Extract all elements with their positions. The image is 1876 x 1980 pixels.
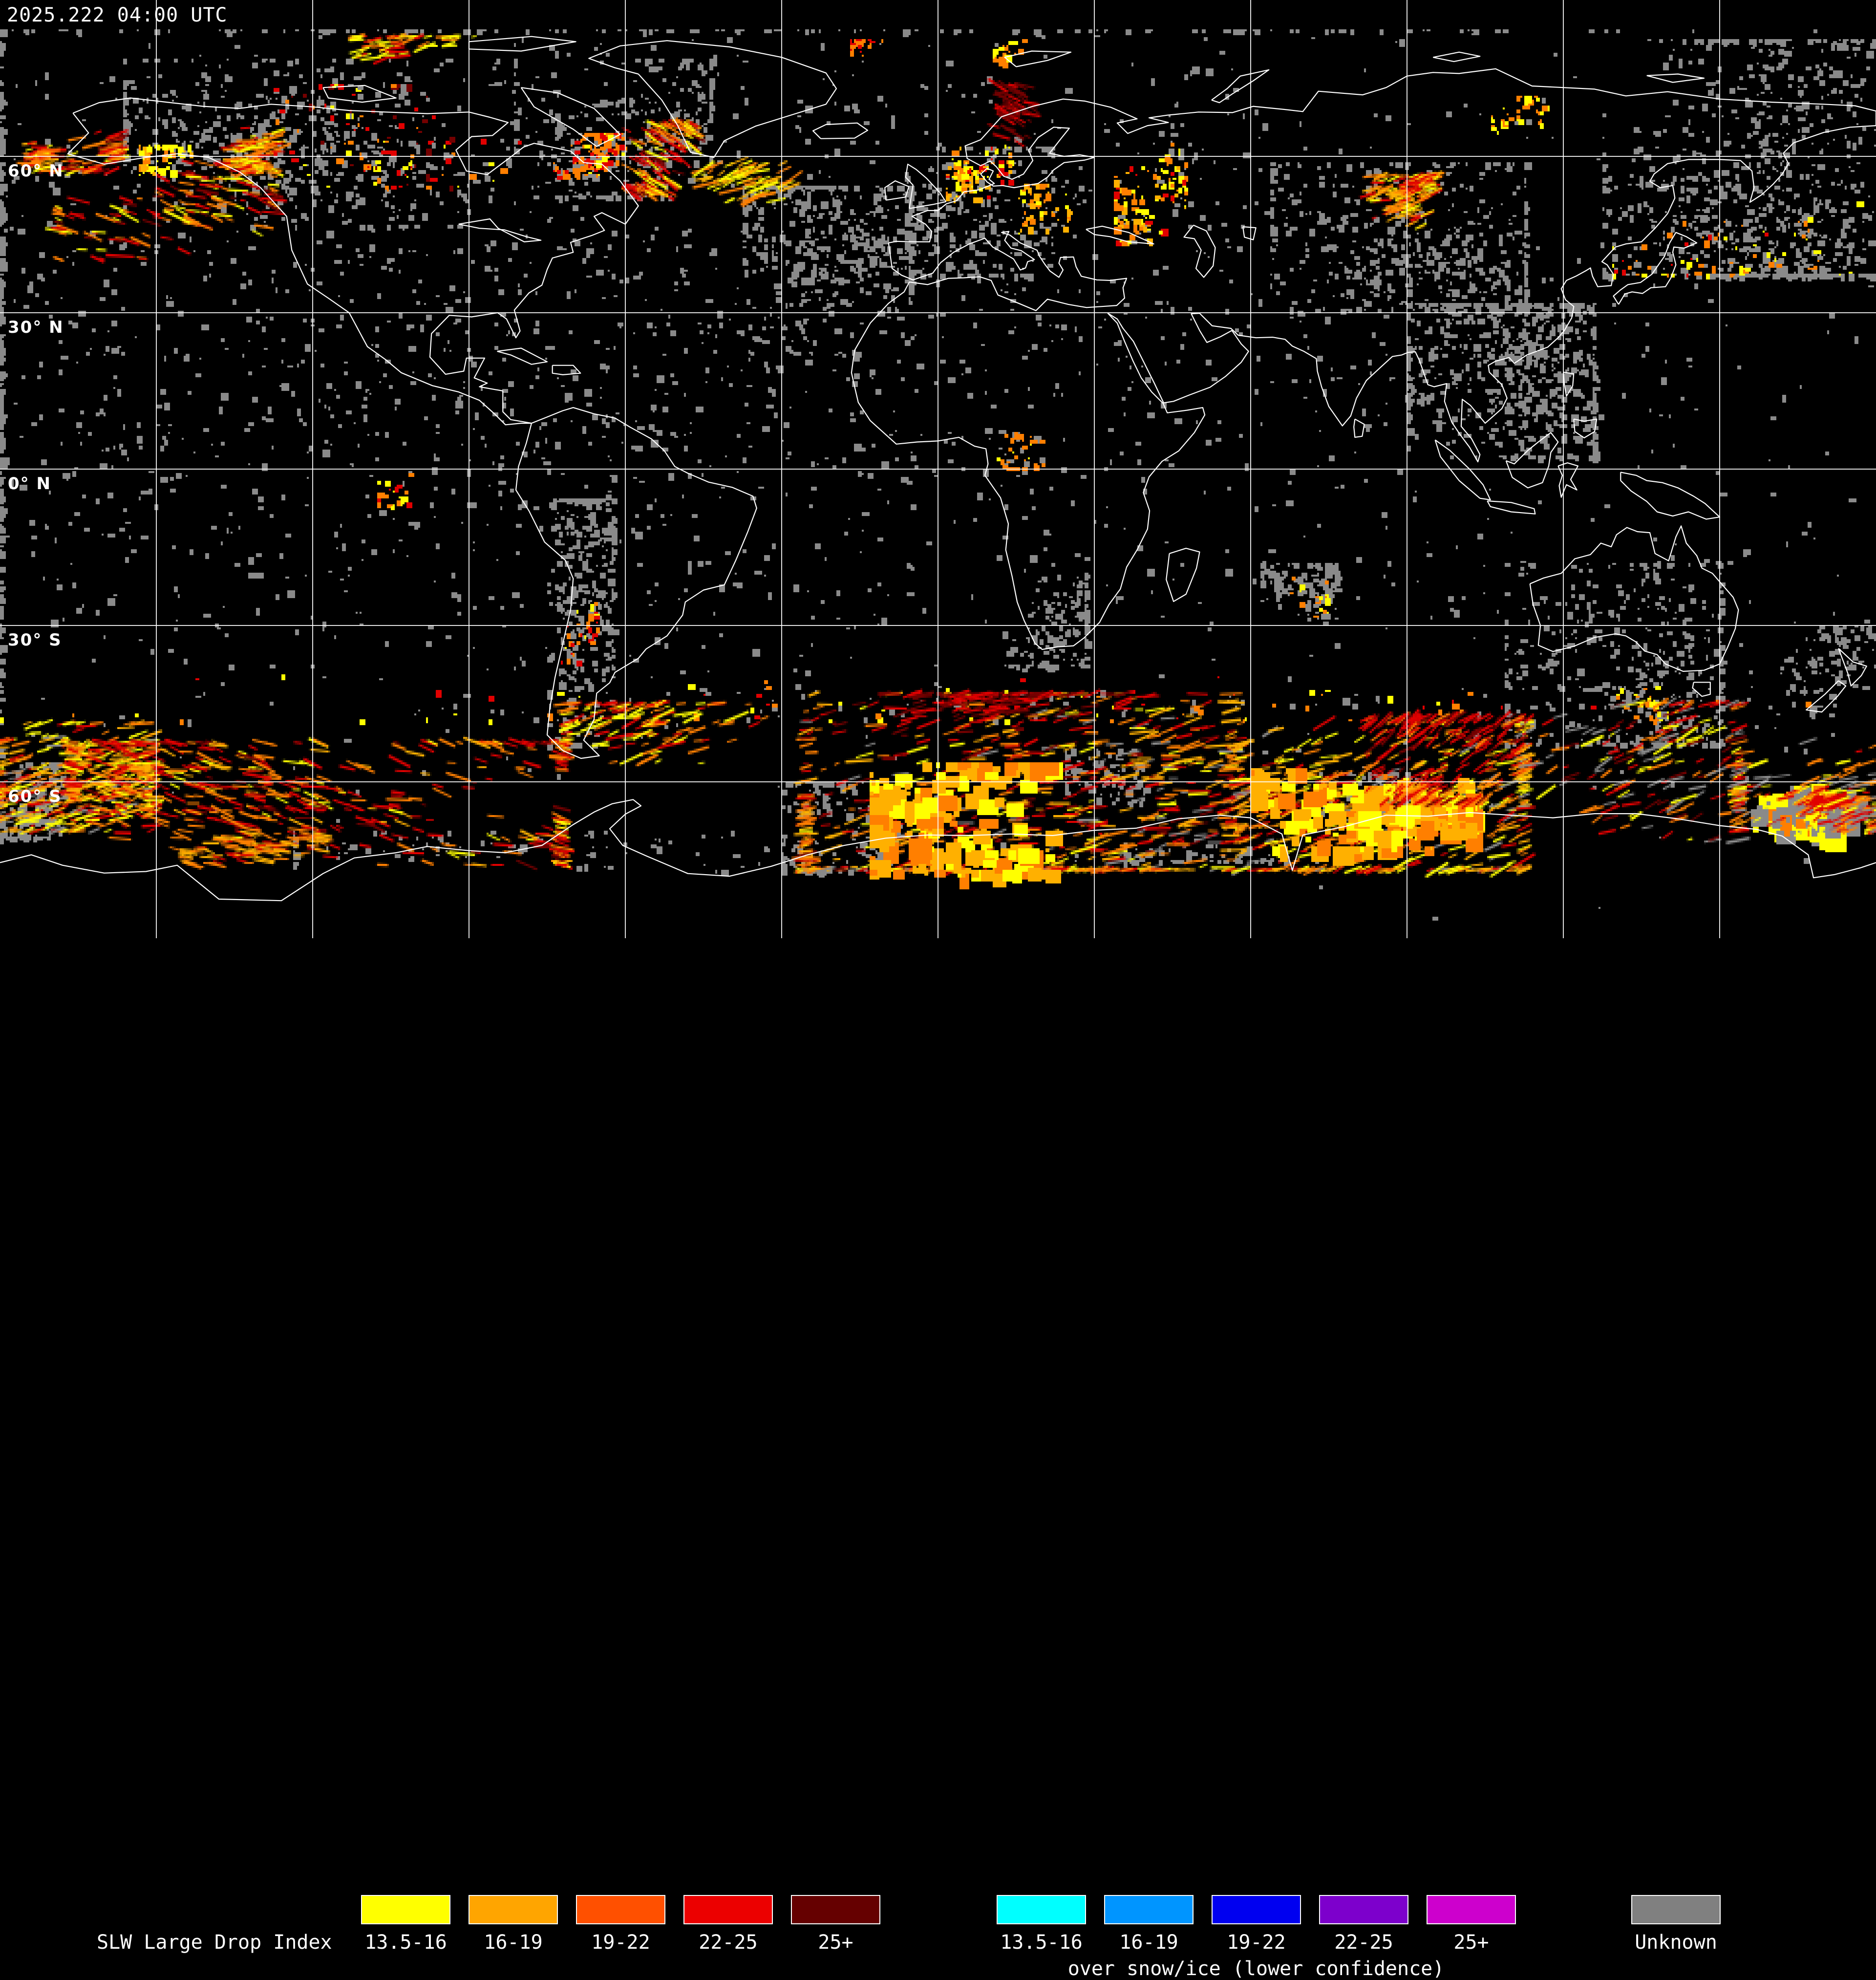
latitude-label: 60° S bbox=[8, 787, 62, 806]
coastline-path bbox=[552, 365, 581, 375]
coastline-path bbox=[1838, 648, 1867, 687]
coastline-path bbox=[1183, 224, 1216, 278]
coastline-path bbox=[851, 68, 1876, 650]
legend-swatch bbox=[1212, 1895, 1301, 1924]
coastline-path bbox=[1692, 682, 1711, 697]
coastline-path bbox=[1562, 371, 1575, 397]
coastline-path bbox=[1434, 439, 1491, 500]
legend-swatch-label: 19-22 bbox=[591, 1931, 650, 1954]
coastline-path bbox=[1211, 69, 1270, 104]
coastline-path bbox=[1505, 432, 1559, 489]
coastline-path bbox=[520, 87, 621, 147]
coastline-path bbox=[1646, 73, 1705, 83]
legend-title: SLW Large Drop Index bbox=[97, 1931, 332, 1954]
legend-swatch bbox=[791, 1895, 880, 1924]
latitude-label: 30° N bbox=[8, 318, 64, 337]
latitude-label: 60° N bbox=[8, 161, 64, 181]
world-map: 60° N 30° N 0° N 30° S 60° S 2025.222 04:00 … bbox=[0, 0, 1876, 938]
legend-swatch-unknown bbox=[1631, 1895, 1721, 1924]
coastline-path bbox=[1529, 525, 1739, 672]
legend-snow-ice-caption: over snow/ice (lower confidence) bbox=[1067, 1958, 1445, 1980]
coastline-path bbox=[468, 36, 576, 52]
timestamp: 2025.222 04:00 UTC bbox=[7, 4, 228, 26]
coastline-path bbox=[1557, 462, 1578, 498]
legend-swatch bbox=[683, 1895, 773, 1924]
legend-swatch-label: 22-25 bbox=[1334, 1931, 1393, 1954]
legend-swatch bbox=[1104, 1895, 1194, 1924]
parallel-line bbox=[0, 625, 1876, 626]
legend-swatch-label: 25+ bbox=[818, 1931, 853, 1954]
coastline-path bbox=[1242, 226, 1257, 240]
coastline-path bbox=[1613, 232, 1698, 305]
coastline-path bbox=[515, 407, 757, 759]
coastline-path bbox=[1004, 50, 1072, 67]
legend-swatch bbox=[469, 1895, 558, 1924]
legend-swatch-label: 22-25 bbox=[699, 1931, 758, 1954]
coastline-path bbox=[588, 40, 837, 158]
coastline-path bbox=[67, 97, 639, 426]
parallel-line bbox=[0, 312, 1876, 313]
coastline-path bbox=[1573, 418, 1598, 439]
legend-swatch-label: 16-19 bbox=[1119, 1931, 1178, 1954]
legend-swatch bbox=[1319, 1895, 1408, 1924]
coastline-path bbox=[1620, 472, 1721, 520]
coastline-path bbox=[1433, 51, 1481, 62]
latitude-label: 0° N bbox=[8, 474, 51, 494]
coastline-path bbox=[1487, 500, 1536, 515]
legend-swatch bbox=[997, 1895, 1086, 1924]
legend-swatch-label: 13.5-16 bbox=[1000, 1931, 1083, 1954]
legend-unknown-label: Unknown bbox=[1635, 1931, 1717, 1954]
legend-swatch-label: 16-19 bbox=[484, 1931, 543, 1954]
legend-swatch bbox=[361, 1895, 450, 1924]
legend: SLW Large Drop Index 13.5-16 16-19 19-22 22… bbox=[0, 938, 1876, 1980]
legend-swatch bbox=[1427, 1895, 1516, 1924]
legend-swatch-label: 19-22 bbox=[1227, 1931, 1286, 1954]
coastline-path bbox=[884, 180, 910, 201]
coastlines-layer bbox=[0, 36, 1876, 902]
coastline-path bbox=[1086, 225, 1154, 245]
coastline-path bbox=[812, 122, 869, 139]
legend-swatch-label: 25+ bbox=[1453, 1931, 1489, 1954]
legend-swatch-label: 13.5-16 bbox=[364, 1931, 447, 1954]
latitude-label: 30° S bbox=[8, 630, 62, 650]
parallel-line bbox=[0, 469, 1876, 470]
coastline-path bbox=[497, 347, 548, 365]
parallel-line bbox=[0, 781, 1876, 782]
coastline-path bbox=[1166, 548, 1200, 602]
coastline-path bbox=[1806, 680, 1847, 713]
legend-swatch bbox=[576, 1895, 665, 1924]
coastline-path bbox=[1353, 418, 1365, 438]
coastline-path bbox=[0, 799, 1876, 902]
coastline-path bbox=[322, 85, 397, 103]
coastline-path bbox=[458, 218, 542, 242]
coastline-path bbox=[905, 163, 947, 209]
parallel-line bbox=[0, 156, 1876, 157]
